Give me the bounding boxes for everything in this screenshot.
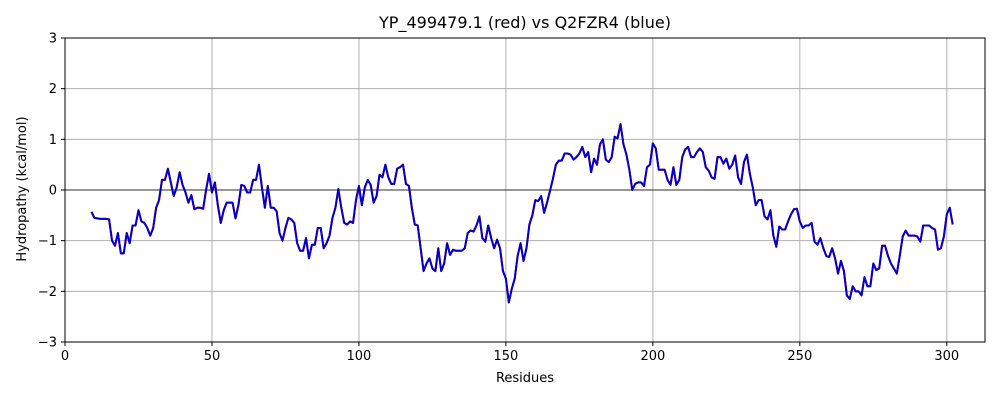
y-tick-label: 0 [49, 184, 57, 199]
y-tick-label: −1 [38, 234, 57, 249]
chart-title: YP_499479.1 (red) vs Q2FZR4 (blue) [378, 13, 671, 33]
x-tick-label: 100 [347, 349, 372, 364]
y-tick-label: −3 [38, 336, 57, 351]
y-tick-label: 3 [49, 32, 57, 47]
series-lines [90, 123, 954, 304]
x-axis-ticks: 0 50 100 150 200 250 300 [61, 342, 959, 364]
y-tick-label: 1 [49, 133, 57, 148]
x-tick-label: 150 [493, 349, 518, 364]
y-tick-label: 2 [49, 82, 57, 97]
x-axis-title: Residues [496, 371, 554, 386]
x-tick-label: 250 [787, 349, 812, 364]
y-axis-title: Hydropathy (kcal/mol) [15, 116, 30, 261]
blue-series-line [90, 123, 954, 304]
y-axis-ticks: −3 −2 −1 0 1 2 3 [38, 32, 65, 351]
x-tick-label: 200 [640, 349, 665, 364]
x-tick-label: 0 [61, 349, 69, 364]
x-tick-label: 300 [934, 349, 959, 364]
x-tick-label: 50 [204, 349, 221, 364]
y-tick-label: −2 [38, 285, 57, 300]
red-series-line [90, 123, 954, 304]
